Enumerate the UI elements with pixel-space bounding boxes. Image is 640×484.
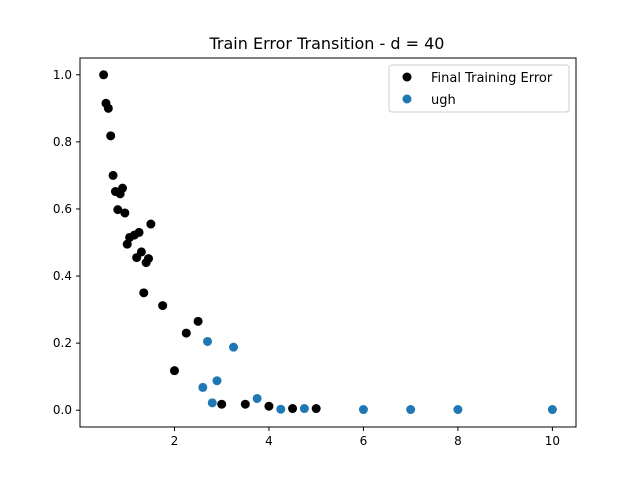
- x-tick-label: 2: [171, 434, 179, 448]
- data-point-1-10: [120, 208, 130, 218]
- data-point-1-26: [240, 399, 250, 409]
- data-point-1-29: [311, 404, 321, 414]
- data-point-1-4: [106, 131, 116, 141]
- data-point-1-19: [143, 254, 153, 264]
- legend-marker-2: [402, 94, 412, 104]
- y-tick-label: 0.0: [53, 403, 72, 417]
- legend-marker-1: [402, 72, 412, 82]
- data-point-1-25: [217, 399, 227, 409]
- data-point-2-4: [212, 376, 222, 386]
- data-point-2-5: [229, 342, 239, 352]
- data-point-1-20: [146, 219, 156, 229]
- data-point-2-7: [276, 404, 286, 414]
- data-point-1-1: [99, 70, 109, 80]
- legend-label-1: Final Training Error: [431, 71, 553, 86]
- data-point-2-12: [547, 405, 557, 415]
- data-point-1-9: [118, 183, 128, 193]
- points-layer: [99, 70, 557, 415]
- data-point-1-21: [158, 301, 168, 311]
- x-tick-label: 8: [454, 434, 462, 448]
- y-tick-label: 1.0: [53, 68, 72, 82]
- y-tick-label: 0.2: [53, 336, 72, 350]
- data-point-2-10: [406, 405, 416, 415]
- data-point-2-8: [299, 404, 309, 414]
- data-point-2-1: [198, 382, 208, 392]
- data-point-1-15: [134, 227, 144, 237]
- x-tick-label: 4: [265, 434, 273, 448]
- data-point-2-2: [203, 336, 213, 346]
- data-point-2-11: [453, 405, 463, 415]
- legend-label-2: ugh: [431, 93, 456, 108]
- data-point-1-23: [181, 328, 191, 338]
- data-point-2-3: [207, 398, 217, 408]
- plot-frame: [79, 57, 577, 428]
- data-point-2-9: [358, 405, 368, 415]
- legend-box: [388, 64, 570, 113]
- data-point-1-7: [113, 205, 123, 215]
- data-point-2-6: [252, 393, 262, 403]
- x-tick-label: 10: [545, 434, 560, 448]
- x-tick-label: 6: [360, 434, 368, 448]
- axes-layer: 2 4 6 8 10 0.0 0.2 0.4 0.6 0.8 1.0: [53, 57, 577, 448]
- data-point-1-28: [288, 404, 298, 414]
- data-point-1-24: [193, 316, 203, 326]
- data-point-1-17: [139, 288, 149, 298]
- chart-title: Train Error Transition - d = 40: [209, 34, 445, 53]
- y-tick-label: 0.6: [53, 202, 72, 216]
- data-point-1-16: [136, 247, 146, 257]
- data-point-1-5: [108, 170, 118, 180]
- legend: Final Training Error ugh: [388, 64, 570, 113]
- data-point-1-3: [103, 103, 113, 113]
- y-tick-label: 0.4: [53, 269, 72, 283]
- data-point-1-22: [169, 366, 179, 376]
- y-tick-label: 0.8: [53, 135, 72, 149]
- data-point-1-27: [264, 401, 274, 411]
